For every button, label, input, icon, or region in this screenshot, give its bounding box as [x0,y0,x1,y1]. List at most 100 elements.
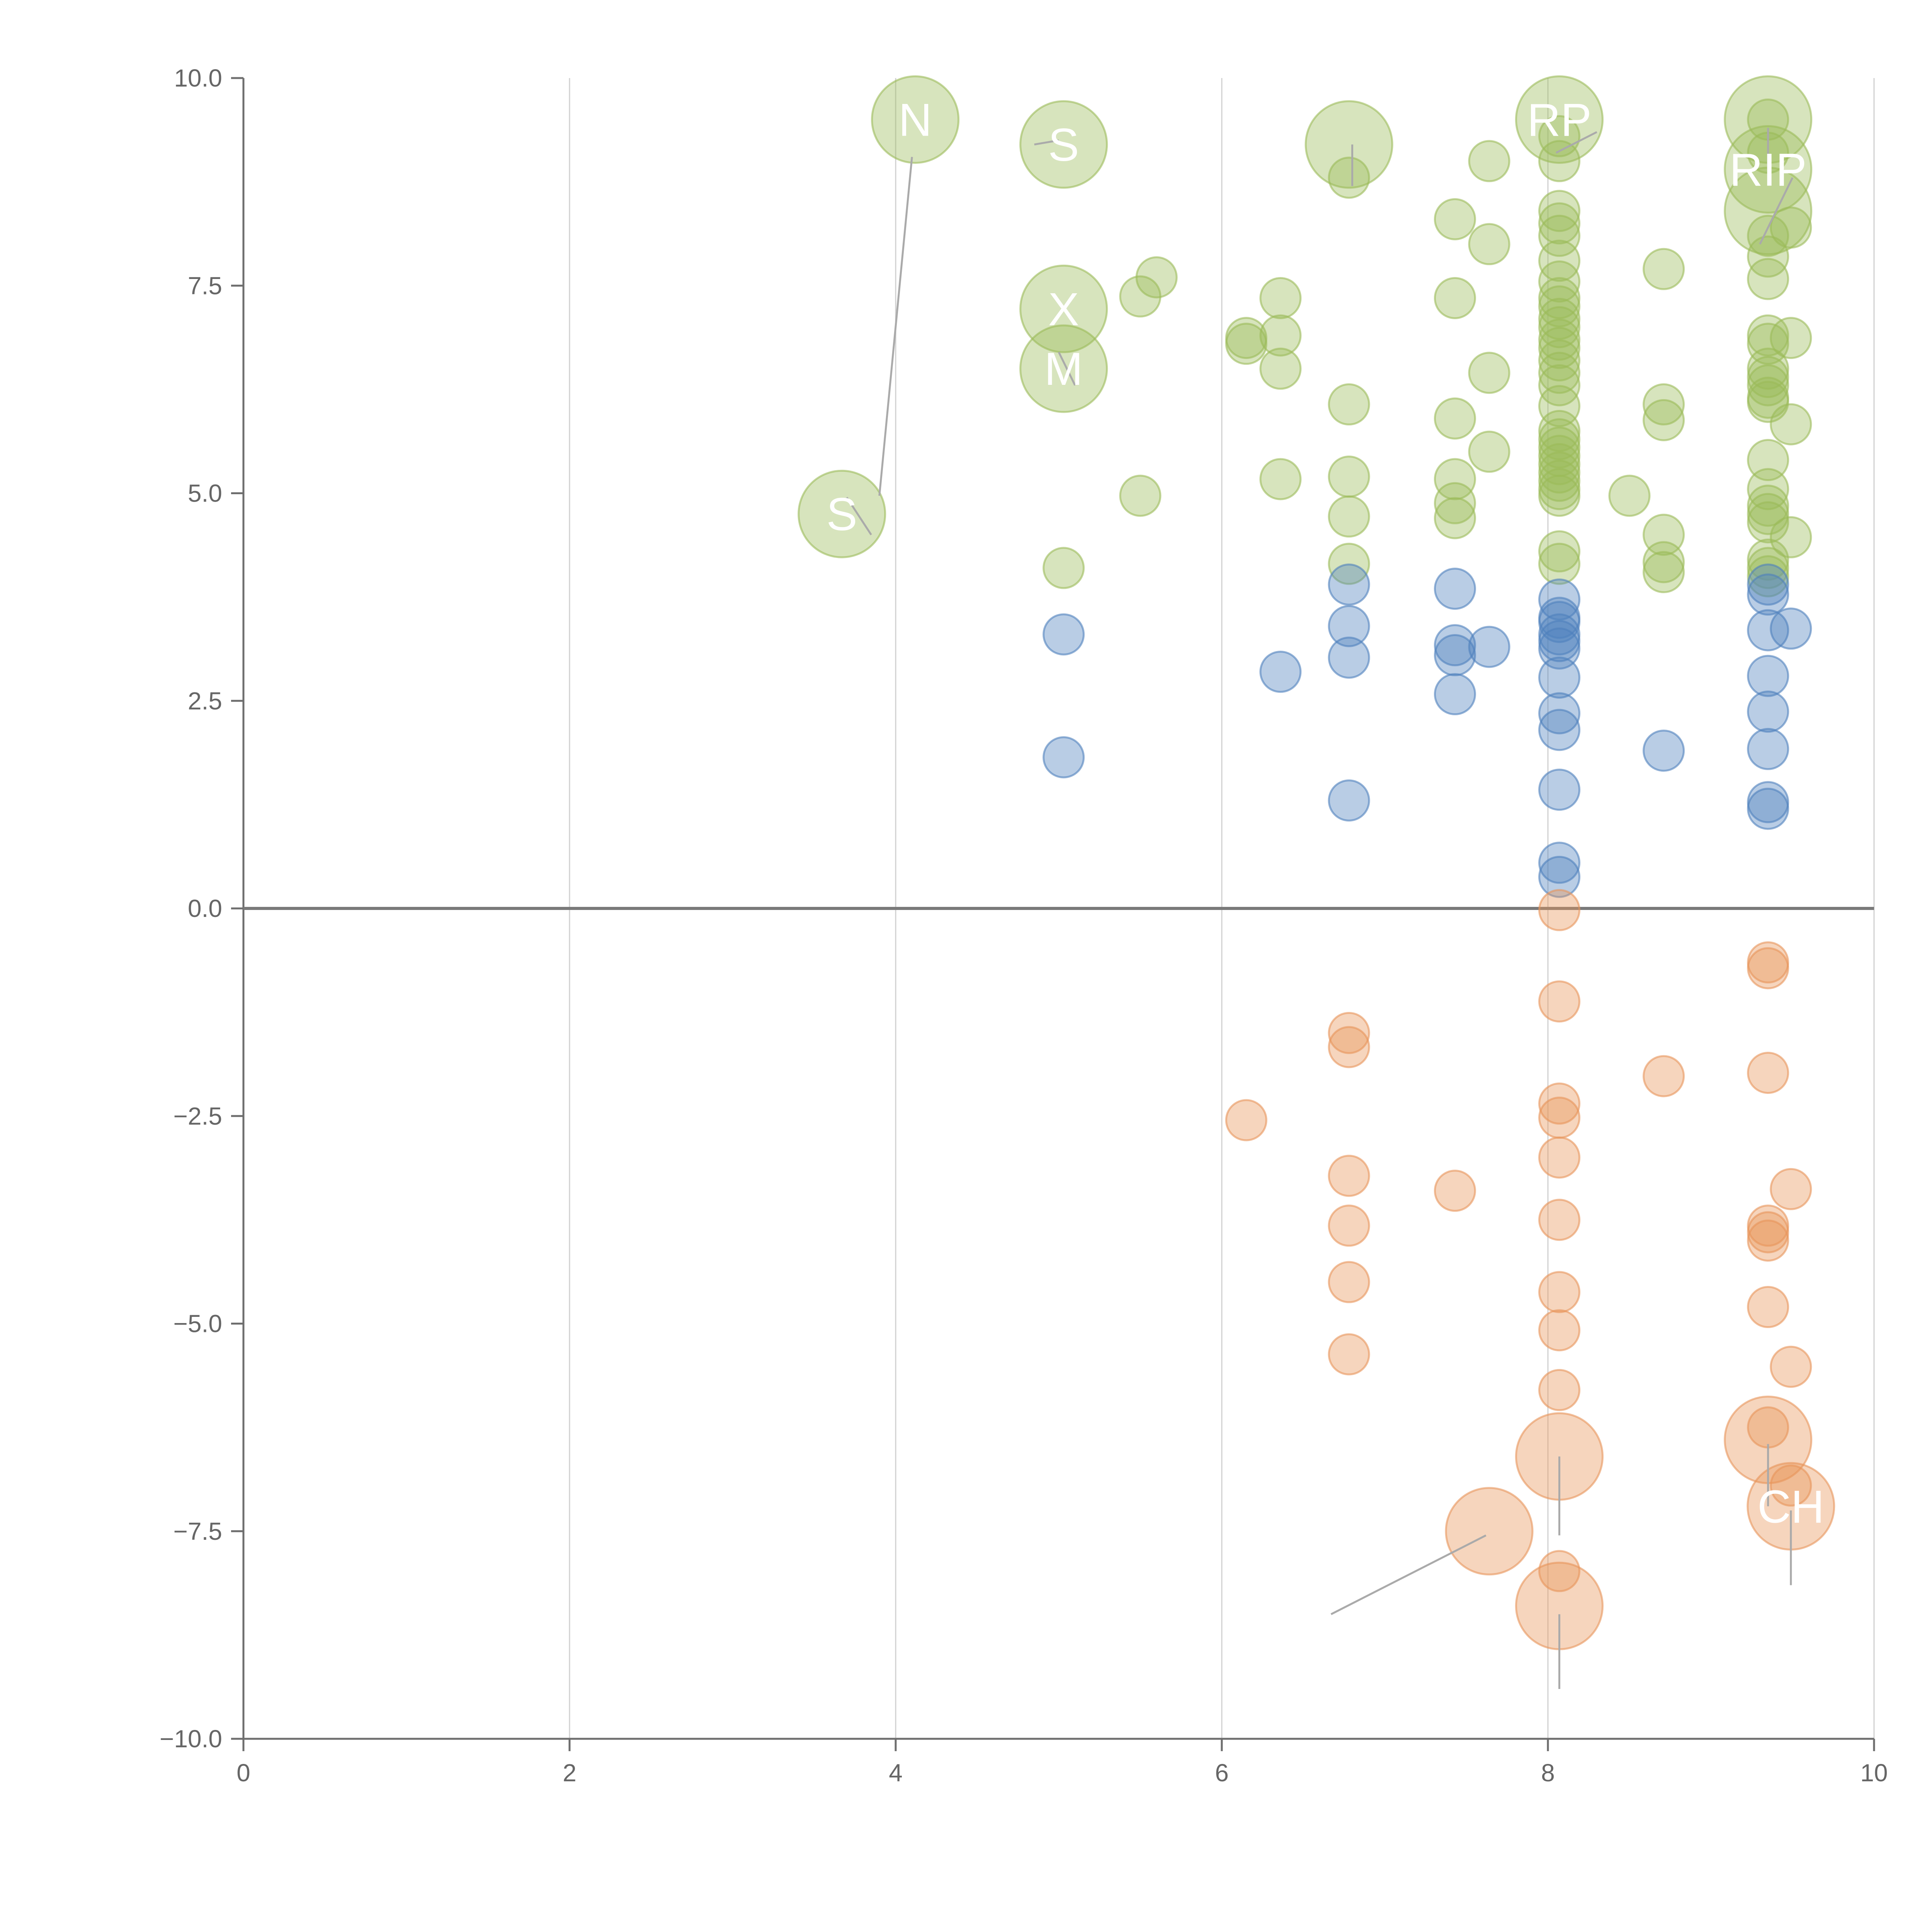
bubble-positive_high [1225,323,1267,365]
bubble-negative [1538,1097,1581,1139]
y-tick-label: −5.0 [173,1310,222,1338]
x-tick-label: 0 [236,1759,250,1787]
x-tick-label: 8 [1541,1759,1555,1787]
bubble-label: M [1044,343,1083,395]
bubble-positive_low [1538,855,1581,898]
bubble-positive_high [1434,198,1476,240]
bubble-negative [1328,1261,1370,1303]
bubble-positive_high [1538,327,1581,369]
bubble-labels: N S RP RIP XM S CH [827,94,1825,1532]
bubble-label: RP [1527,94,1592,146]
leader-line [878,156,913,496]
bubble-positive_high [1747,381,1789,423]
bubble-negative [1538,1082,1581,1125]
bubble-positive_low [1434,673,1476,716]
bubble-negative [1328,1012,1370,1054]
y-tick-label: −2.5 [173,1102,222,1130]
bubble-positive_low [1747,609,1789,651]
bubble-positive_high [1538,385,1581,427]
bubble-positive_low [1538,842,1581,884]
bubble-label: S [1048,119,1079,171]
bubble-positive_high [1259,314,1302,357]
large-bubble-positive_high [1304,100,1393,189]
bubble-positive_high [1538,214,1581,257]
bubble-positive_high [1468,223,1510,265]
bubble-negative [1747,1052,1789,1094]
bubble-positive_low [1538,769,1581,811]
bubble-negative [1538,1271,1581,1313]
bubble-negative [1225,1099,1267,1141]
y-tick-label: −7.5 [173,1517,222,1545]
bubble-negative [1328,1155,1370,1197]
bubble-positive_high [1043,547,1085,589]
bubble-positive_high [1770,317,1812,359]
bubble-label: X [1048,283,1079,335]
leader-line [1034,139,1059,146]
bubble-positive_low [1328,779,1370,822]
y-tick-label: 5.0 [188,480,222,507]
bubble-negative [1538,1136,1581,1179]
bubble-negative [1770,1345,1812,1388]
bubble-negative [1747,1219,1789,1262]
bubble-positive_high [1538,474,1581,517]
bubbles [798,75,1835,1650]
bubble-positive_low [1328,563,1370,606]
bubble-negative [1434,1170,1476,1212]
y-tick-label: 10.0 [174,64,222,92]
bubble-positive_low [1328,636,1370,679]
bubble-negative [1770,1168,1812,1210]
bubble-positive_high [1538,260,1581,303]
x-tick-label: 6 [1215,1759,1229,1787]
bubble-negative [1538,1199,1581,1241]
large-bubble-positive_high [871,75,960,164]
bubble-positive_low [1043,613,1085,656]
bubble-positive_high [1538,543,1581,585]
bubble-positive_low [1538,692,1581,735]
bubble-positive_low [1747,728,1789,770]
bubble-positive_low [1538,627,1581,670]
bubble-positive_low [1043,736,1085,779]
bubble-positive_high [1328,456,1370,498]
x-tick-label: 10 [1860,1759,1888,1787]
bubble-positive_high [1434,497,1476,539]
leader-line [846,497,872,536]
bubble-positive_high [1747,439,1789,481]
bubble-positive_low [1538,578,1581,621]
bubble-positive_high [1747,364,1789,406]
bubble-positive_low [1434,634,1476,677]
y-tick-label: 0.0 [188,895,222,922]
bubble-positive_high [1538,530,1581,573]
bubble-positive_high [1608,474,1651,517]
bubble-negative [1328,1204,1370,1247]
bubble-positive_low [1770,607,1812,650]
bubble-positive_high [1468,430,1510,473]
bubble-positive_high [1434,458,1476,500]
bubble-positive_low [1538,709,1581,751]
bubble-negative [1538,1309,1581,1352]
leader-line [1759,177,1794,245]
x-tick-label: 2 [563,1759,577,1787]
bubble-positive_low [1328,605,1370,647]
large-bubble-positive_high [1019,100,1108,189]
y-tick-label: −10.0 [160,1725,222,1753]
bubble-positive_high [1434,482,1476,524]
bubble-positive_high [1259,347,1302,390]
bubble-negative [1538,889,1581,931]
bubble-positive_high [1747,235,1789,278]
bubble-label: RIP [1730,144,1807,196]
bubble-positive_high [1119,275,1162,318]
bubble-positive_high [1328,383,1370,426]
large-bubble-negative [1445,1487,1534,1576]
bubble-negative [1770,1464,1812,1507]
bubble-positive_high [1643,399,1685,441]
bubble-positive_high [1434,277,1476,319]
bubble-positive_low [1259,651,1302,693]
bubble-positive_high [1328,495,1370,538]
bubble-positive_high [1770,516,1812,558]
bubble-label: CH [1757,1481,1824,1532]
bubble-positive_low [1538,656,1581,699]
bubble-negative [1538,1369,1581,1411]
bubble-positive_low [1434,568,1476,610]
bubble-positive_high [1747,501,1789,544]
